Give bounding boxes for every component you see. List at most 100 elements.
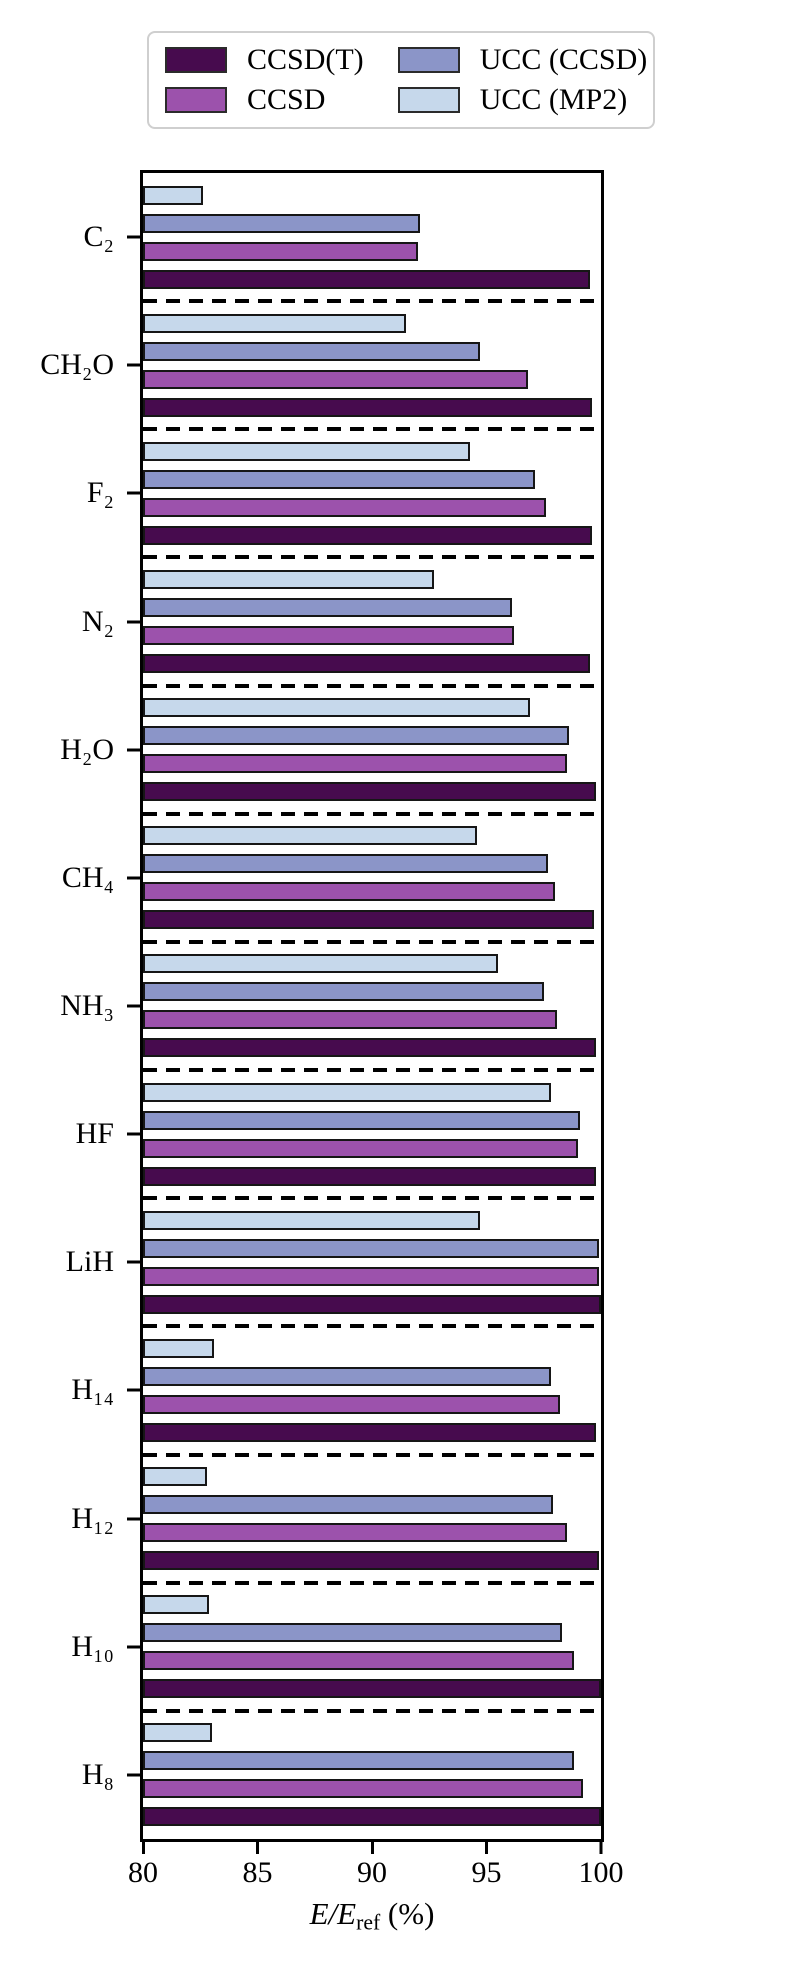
bar-ucc-mp2 [143,1466,208,1486]
group-separator [143,427,601,432]
bar-ccsd [143,754,567,774]
bar-ucc-mp2 [143,1595,210,1615]
y-tick-mark [127,1132,140,1136]
legend-label: CCSD [247,83,326,116]
group-separator [143,1196,601,1201]
x-tick: 85 [243,1841,273,1888]
bar-ucc-ccsd [143,1494,553,1514]
y-tick-mark [127,1004,140,1008]
y-tick-label: H₁₀ [71,1629,114,1663]
x-axis-label-unit: (%) [380,1896,435,1931]
x-tick-label: 100 [578,1856,624,1889]
y-tick-label: F₂ [86,476,114,510]
y-tick-mark [127,363,140,367]
bar-ucc-mp2 [143,1210,480,1230]
y-tick-mark [127,876,140,880]
legend-entry: UCC (CCSD) [397,45,647,75]
bar-ccsd-t [143,1679,601,1699]
legend-swatch-ccsd [165,87,227,113]
bar-group [143,1198,601,1326]
x-axis-ticks: 80 85 90 95 100 [128,1841,624,1901]
bar-ccsd [143,497,547,517]
legend-entry: CCSD(T) [165,45,364,75]
x-tick-mark [485,1841,488,1854]
bar-ccsd [143,1138,579,1158]
x-tick-label: 95 [471,1856,502,1889]
group-separator [143,811,601,816]
bar-ccsd-t [143,1550,599,1570]
bar-group [143,1583,601,1711]
group-separator [143,939,601,944]
y-tick-mark [127,1388,140,1392]
group-separator [143,299,601,304]
bar-ucc-mp2 [143,1338,214,1358]
plot-area [140,170,604,1842]
bar-ccsd [143,1394,560,1414]
bar-ucc-ccsd [143,469,535,489]
y-tick-label: H₁₂ [71,1501,114,1535]
bar-group [143,1070,601,1198]
y-tick-mark [127,1645,140,1649]
group-separator [143,1324,601,1329]
bar-group [143,686,601,814]
bar-ucc-ccsd [143,213,421,233]
x-tick-mark [370,1841,374,1854]
y-axis-labels: C₂ CH₂O F₂ N₂ H₂O CH₄ NH₃ HF LiH H₁₄ H₁₂ H₁₀ H₈ [0,173,140,1839]
bar-ccsd-t [143,397,592,417]
bar-ucc-ccsd [143,1623,563,1643]
bar-ucc-mp2 [143,826,478,846]
bar-group [143,1326,601,1454]
bar-ccsd-t [143,269,590,289]
y-tick-mark [127,1517,140,1521]
group-separator [143,1068,601,1073]
bar-ccsd-t [143,1294,601,1314]
bar-ccsd-t [143,910,595,930]
x-axis-label: E/Eref (%) [140,1898,604,1934]
bar-ucc-mp2 [143,1082,551,1102]
bar-group [143,1454,601,1582]
bar-ucc-mp2 [143,441,471,461]
bar-ucc-ccsd [143,1366,551,1386]
bar-ucc-ccsd [143,597,512,617]
bar-ccsd [143,1779,583,1799]
x-tick-label: 80 [128,1856,158,1889]
bar-ucc-ccsd [143,854,549,874]
group-separator [143,1708,601,1713]
bar-ccsd [143,882,556,902]
bar-group [143,942,601,1070]
bar-ccsd [143,625,514,645]
x-tick-label: 85 [242,1856,273,1889]
y-tick-label: C₂ [83,220,114,254]
group-separator [143,1452,601,1457]
bar-group [143,557,601,685]
legend-label: UCC (MP2) [479,83,628,116]
bar-ccsd [143,369,528,389]
legend-swatch-ucc-mp2 [397,87,460,113]
y-tick-mark [127,1773,140,1777]
y-tick-label: H₁₄ [71,1373,114,1407]
bar-ccsd-t [143,1807,601,1827]
bar-group [143,301,601,429]
group-separator [143,555,601,560]
x-axis-label-subscript: ref [356,1910,381,1935]
y-tick-mark [127,1260,140,1264]
bar-ccsd [143,1651,574,1671]
bar-group [143,173,601,301]
legend-swatch-ccsd-t [165,47,227,73]
group-separator [143,683,601,688]
bar-group [143,1711,601,1839]
legend-entry: UCC (MP2) [397,83,648,116]
bar-ccsd-t [143,1166,597,1186]
y-tick-mark [127,235,140,239]
y-tick-label: HF [75,1117,114,1151]
x-tick-mark [256,1841,259,1854]
y-tick-label: NH₃ [60,989,114,1022]
y-tick-label: CH₄ [61,860,114,894]
bar-ccsd [143,241,418,261]
bar-ucc-mp2 [143,1723,212,1743]
legend-label: CCSD(T) [247,43,364,76]
x-tick: 95 [472,1841,502,1888]
bar-ccsd-t [143,1038,597,1058]
bar-ucc-mp2 [143,313,407,333]
